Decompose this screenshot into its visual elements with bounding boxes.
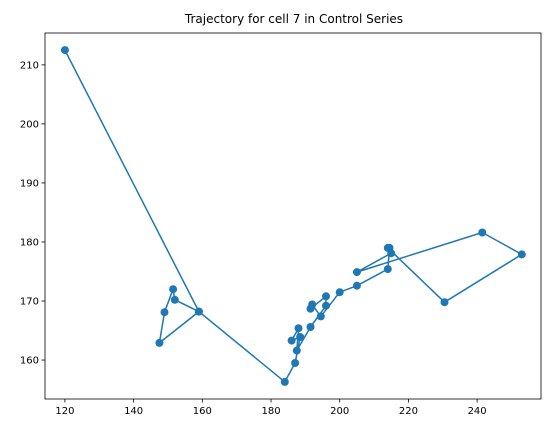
data-point — [306, 323, 315, 331]
series-line — [64, 49, 523, 383]
data-point — [352, 268, 361, 277]
x-tick-label: 220 — [399, 406, 418, 417]
data-point — [478, 228, 487, 237]
data-point — [335, 288, 344, 297]
y-tick-label: 170 — [20, 297, 39, 308]
data-point — [292, 346, 301, 355]
data-point — [194, 307, 203, 316]
data-point — [287, 336, 296, 345]
x-tick-label: 200 — [330, 406, 349, 417]
x-axis: 120 140 160 180 200 220 240 — [55, 399, 487, 417]
y-tick-label: 160 — [20, 356, 39, 367]
data-point — [517, 250, 526, 259]
data-point — [291, 359, 300, 367]
axes-frame — [44, 32, 542, 400]
y-tick-label: 200 — [20, 119, 39, 130]
data-point — [169, 285, 178, 294]
data-point — [322, 301, 330, 310]
chart-title: Trajectory for cell 7 in Control Series — [184, 12, 403, 26]
data-point — [296, 333, 305, 341]
data-point — [440, 298, 449, 307]
x-tick-label: 160 — [193, 406, 212, 417]
x-tick-label: 240 — [468, 406, 487, 417]
data-point — [160, 308, 169, 317]
y-tick-label: 180 — [20, 237, 39, 248]
data-point — [383, 265, 392, 274]
x-tick-label: 140 — [124, 406, 143, 417]
x-tick-label: 120 — [55, 406, 74, 417]
data-point — [155, 338, 164, 347]
plot-area — [60, 46, 526, 386]
data-point — [60, 46, 69, 55]
data-point — [383, 243, 392, 252]
data-point — [352, 281, 361, 290]
y-tick-label: 190 — [20, 178, 39, 189]
y-tick-label: 210 — [20, 60, 39, 71]
data-point — [308, 300, 317, 309]
data-point — [294, 324, 303, 333]
data-point — [316, 312, 325, 321]
data-point — [322, 292, 330, 301]
x-tick-label: 180 — [261, 406, 280, 417]
y-axis: 160 170 180 190 200 210 — [20, 60, 45, 367]
series-markers — [60, 46, 526, 386]
data-point — [280, 377, 289, 386]
data-point — [170, 295, 179, 304]
